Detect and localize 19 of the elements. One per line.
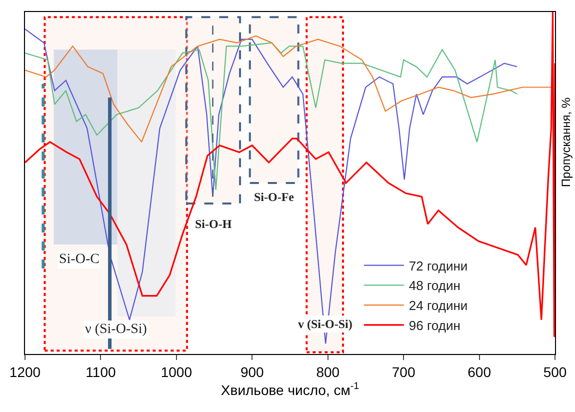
x-tick-label: 1000 [160,364,192,380]
legend-label: 48 годин [408,278,460,294]
x-tick-label: 700 [392,364,416,380]
x-tick-label: 1100 [86,364,116,380]
legend-label: 96 годин [408,318,460,334]
x-tick-label: 1200 [9,364,41,380]
band-label: Si-O-C [59,252,100,267]
x-tick-label: 500 [543,364,567,380]
x-tick-label: 900 [240,364,264,380]
legend-label: 72 години [408,258,468,274]
x-tick-label: 800 [316,364,340,380]
x-tick-label: 600 [468,364,492,380]
band-label: Si-O-Fe [254,190,295,204]
legend-label: 24 години [408,298,468,314]
y-axis-title: Пропускання, % [559,97,574,188]
band-label: ν (Si-O-Si) [85,322,148,337]
band-label: v (Si-O-Si) [298,317,352,331]
x-axis-title: Хвильове число, см$^{-1}$ [220,381,360,398]
band-label: Si-O-H [195,217,232,231]
